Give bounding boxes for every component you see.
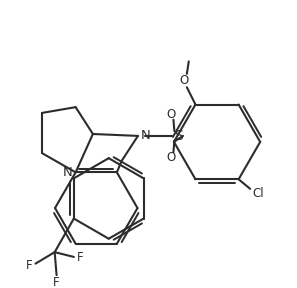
Text: N: N (141, 129, 151, 142)
Text: N: N (63, 166, 73, 179)
Text: S: S (174, 129, 183, 143)
Text: Cl: Cl (252, 187, 264, 200)
Text: F: F (53, 276, 60, 288)
Text: F: F (77, 251, 84, 264)
Text: F: F (26, 259, 32, 272)
Text: O: O (166, 151, 175, 164)
Text: O: O (179, 74, 189, 87)
Text: O: O (166, 108, 175, 121)
